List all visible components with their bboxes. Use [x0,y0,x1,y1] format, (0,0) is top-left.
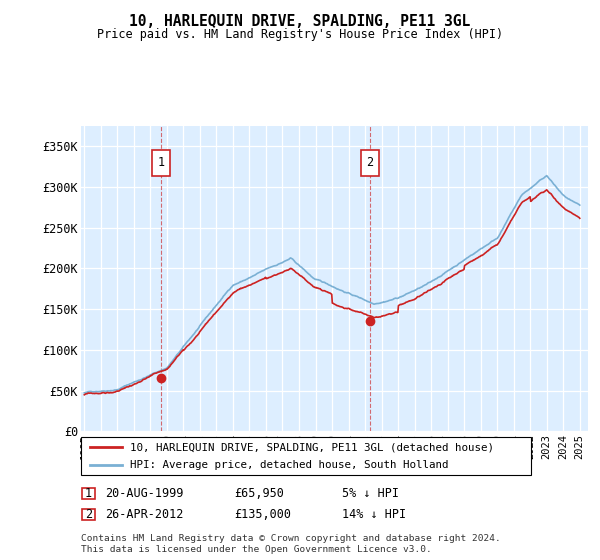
Text: 10, HARLEQUIN DRIVE, SPALDING, PE11 3GL (detached house): 10, HARLEQUIN DRIVE, SPALDING, PE11 3GL … [131,442,494,452]
Text: 5% ↓ HPI: 5% ↓ HPI [342,487,399,501]
Text: 20-AUG-1999: 20-AUG-1999 [105,487,184,501]
Text: £65,950: £65,950 [234,487,284,501]
Text: HPI: Average price, detached house, South Holland: HPI: Average price, detached house, Sout… [131,460,449,470]
Text: 2: 2 [367,156,374,169]
Text: Contains HM Land Registry data © Crown copyright and database right 2024.: Contains HM Land Registry data © Crown c… [81,534,501,543]
Text: 14% ↓ HPI: 14% ↓ HPI [342,507,406,521]
Text: 26-APR-2012: 26-APR-2012 [105,507,184,521]
Text: 10, HARLEQUIN DRIVE, SPALDING, PE11 3GL: 10, HARLEQUIN DRIVE, SPALDING, PE11 3GL [130,14,470,29]
FancyBboxPatch shape [361,150,379,176]
Text: This data is licensed under the Open Government Licence v3.0.: This data is licensed under the Open Gov… [81,545,432,554]
FancyBboxPatch shape [152,150,170,176]
Text: £135,000: £135,000 [234,507,291,521]
Text: Price paid vs. HM Land Registry's House Price Index (HPI): Price paid vs. HM Land Registry's House … [97,28,503,41]
Text: 1: 1 [85,487,92,501]
Text: 1: 1 [157,156,164,169]
Text: 2: 2 [85,507,92,521]
